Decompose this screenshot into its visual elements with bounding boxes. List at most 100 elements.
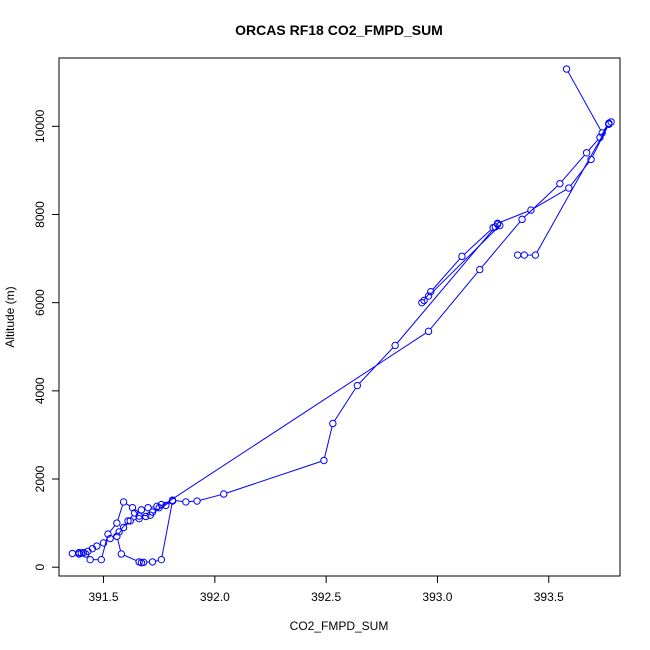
series-line-segment <box>175 500 183 503</box>
data-point <box>562 65 571 73</box>
data-point <box>135 558 143 566</box>
series-line-segment <box>124 554 137 562</box>
x-tick-label: 393.5 <box>534 590 564 604</box>
data-point <box>126 517 134 525</box>
data-point <box>596 133 604 142</box>
data-point <box>476 265 484 274</box>
data-point <box>565 184 573 192</box>
series-line-segment <box>396 228 494 344</box>
data-point <box>135 514 143 523</box>
data-point <box>113 519 121 527</box>
data-point <box>607 118 615 126</box>
data-point <box>93 542 101 550</box>
y-tick-label: 4000 <box>33 377 47 404</box>
data-point <box>424 327 433 336</box>
x-tick-label: 391.5 <box>89 590 119 604</box>
plot-frame <box>58 57 621 577</box>
x-tick-label: 393.0 <box>422 590 452 604</box>
series-line-segment <box>324 426 333 458</box>
series-line-segment <box>463 229 492 255</box>
data-point <box>142 512 150 521</box>
series-line-segment <box>430 227 498 295</box>
data-point <box>582 149 591 157</box>
data-point <box>518 215 526 224</box>
x-axis-label: CO2_FMPD_SUM <box>290 619 389 633</box>
data-point <box>119 498 128 506</box>
series-line-segment <box>561 154 585 182</box>
data-point <box>162 501 170 510</box>
series-line-segment <box>567 71 602 131</box>
data-point <box>155 503 163 512</box>
data-point <box>97 555 105 564</box>
data-point <box>520 251 528 259</box>
data-point <box>137 506 146 514</box>
series-line-segment <box>161 332 427 507</box>
data-point <box>144 503 152 512</box>
data-point <box>193 497 201 505</box>
y-tick-label: 10000 <box>33 109 47 143</box>
data-point <box>598 129 606 137</box>
series-lines <box>75 71 608 563</box>
data-point <box>556 179 564 188</box>
chart-title: ORCAS RF18 CO2_FMPD_SUM <box>235 22 443 38</box>
data-point <box>117 550 126 558</box>
data-point <box>424 292 433 300</box>
y-tick-label: 0 <box>33 564 47 571</box>
data-point <box>99 539 108 547</box>
data-point <box>329 419 337 428</box>
series-line-segment <box>432 258 461 290</box>
series-line-segment <box>101 537 108 557</box>
series-line-segment <box>481 221 521 268</box>
data-point <box>148 558 157 566</box>
x-axis: 391.5 392.0 392.5 393.0 393.5 <box>89 576 564 604</box>
y-axis: 0 2000 4000 6000 8000 10000 <box>33 109 59 571</box>
data-point <box>491 223 500 231</box>
series-line-segment <box>125 503 131 507</box>
series-line-segment <box>199 494 221 501</box>
data-point <box>106 534 114 543</box>
data-point <box>124 517 132 525</box>
data-point <box>115 528 123 536</box>
data-point <box>513 251 522 259</box>
x-tick-label: 392.5 <box>311 590 341 604</box>
x-tick-label: 392.0 <box>200 590 230 604</box>
data-point <box>113 532 121 541</box>
data-point <box>220 490 228 498</box>
data-point <box>130 509 139 517</box>
data-point <box>75 550 83 558</box>
data-point <box>148 508 157 516</box>
y-axis-label: Altitude (m) <box>3 286 17 347</box>
series-line-segment <box>423 293 430 301</box>
data-point <box>427 287 435 296</box>
data-point <box>157 555 166 564</box>
data-point <box>420 296 428 305</box>
series-line-segment <box>109 525 116 532</box>
y-tick-label: 8000 <box>33 201 47 228</box>
data-point <box>418 298 426 307</box>
series-line-segment <box>117 504 124 521</box>
series-line-segment <box>161 504 173 557</box>
data-point <box>531 251 540 259</box>
data-point <box>86 555 94 564</box>
series-line-segment <box>117 539 122 551</box>
data-point <box>320 456 328 465</box>
data-point <box>104 530 112 538</box>
data-point <box>182 498 190 506</box>
series-line-segment <box>588 139 599 151</box>
data-point <box>458 252 466 261</box>
data-point <box>587 155 595 164</box>
series-line-segment <box>118 529 123 535</box>
series-line-segment <box>430 271 479 330</box>
series-line-segment <box>226 461 322 494</box>
data-point <box>168 497 177 505</box>
series-line-segment <box>500 210 529 223</box>
y-tick-label: 6000 <box>33 289 47 316</box>
series-line-segment <box>570 161 590 186</box>
data-point <box>68 549 77 558</box>
series-line-segment <box>134 509 138 514</box>
series-line-segment <box>334 387 356 422</box>
data-point <box>353 381 362 390</box>
series-line-segment <box>524 185 558 218</box>
y-tick-label: 2000 <box>33 465 47 492</box>
